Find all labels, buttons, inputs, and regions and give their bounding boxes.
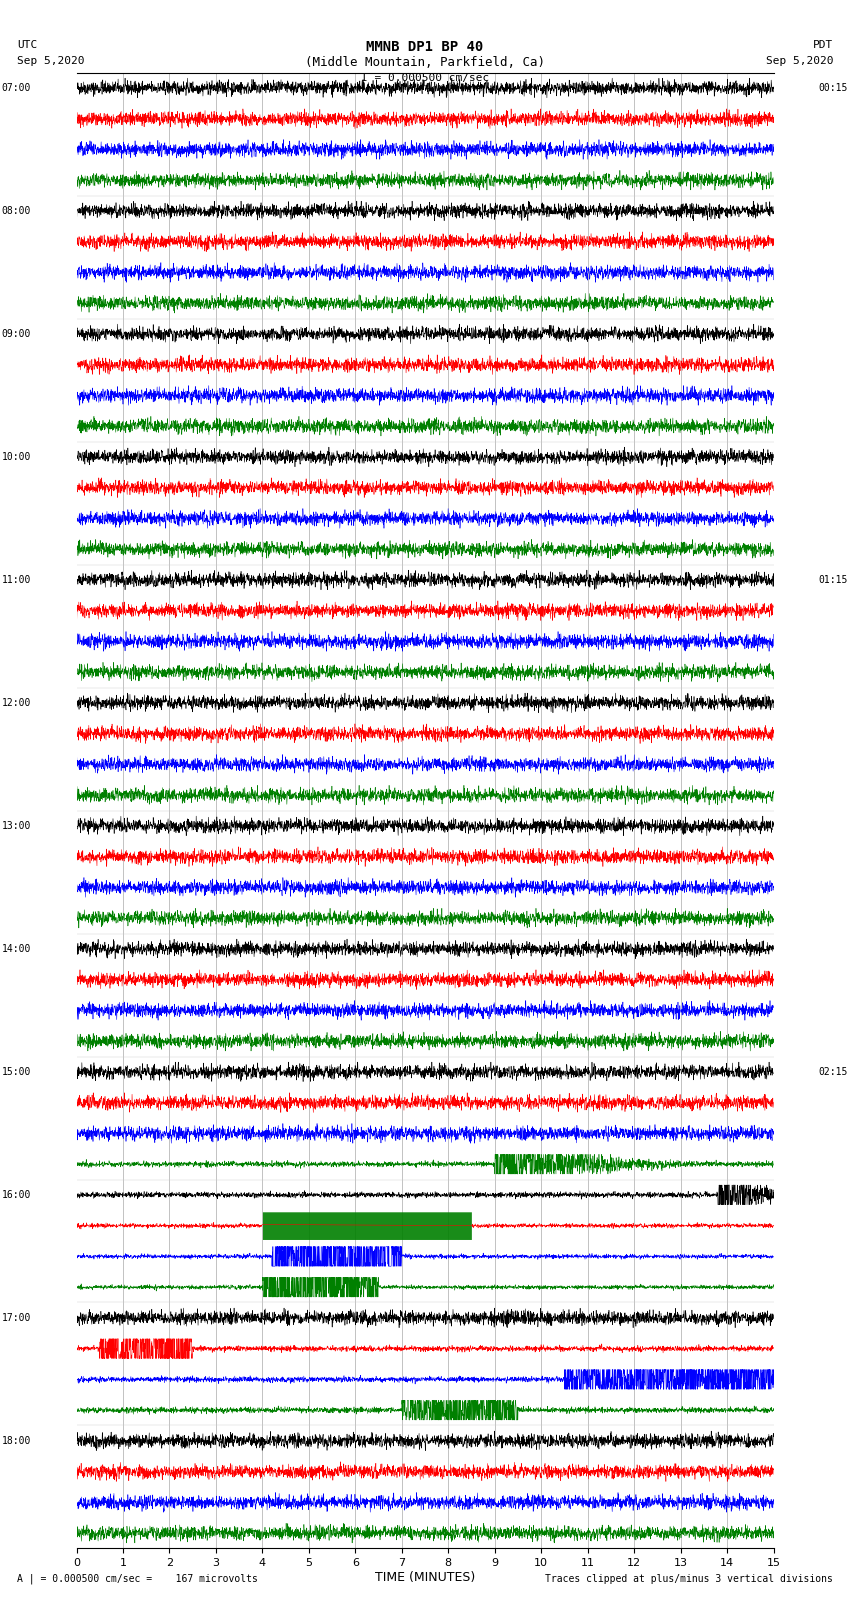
Text: Traces clipped at plus/minus 3 vertical divisions: Traces clipped at plus/minus 3 vertical … xyxy=(545,1574,833,1584)
Text: 02:15: 02:15 xyxy=(819,1066,848,1077)
Text: 12:00: 12:00 xyxy=(2,698,31,708)
Text: 14:00: 14:00 xyxy=(2,944,31,953)
Text: 09:00: 09:00 xyxy=(2,329,31,339)
Text: 11:00: 11:00 xyxy=(2,574,31,586)
Text: 07:00: 07:00 xyxy=(2,82,31,94)
Text: 18:00: 18:00 xyxy=(2,1436,31,1445)
Text: 17:00: 17:00 xyxy=(2,1313,31,1323)
Text: A | = 0.000500 cm/sec =    167 microvolts: A | = 0.000500 cm/sec = 167 microvolts xyxy=(17,1573,258,1584)
Text: MMNB DP1 BP 40: MMNB DP1 BP 40 xyxy=(366,40,484,55)
Text: PDT: PDT xyxy=(813,40,833,50)
Text: 10:00: 10:00 xyxy=(2,452,31,461)
Text: 13:00: 13:00 xyxy=(2,821,31,831)
Text: Sep 5,2020: Sep 5,2020 xyxy=(17,56,84,66)
Text: Sep 5,2020: Sep 5,2020 xyxy=(766,56,833,66)
Text: I = 0.000500 cm/sec: I = 0.000500 cm/sec xyxy=(361,73,489,82)
Text: UTC: UTC xyxy=(17,40,37,50)
Text: 01:15: 01:15 xyxy=(819,574,848,586)
X-axis label: TIME (MINUTES): TIME (MINUTES) xyxy=(375,1571,475,1584)
Text: 08:00: 08:00 xyxy=(2,206,31,216)
Text: 00:15: 00:15 xyxy=(819,82,848,94)
Text: (Middle Mountain, Parkfield, Ca): (Middle Mountain, Parkfield, Ca) xyxy=(305,56,545,69)
Text: 16:00: 16:00 xyxy=(2,1190,31,1200)
Text: 15:00: 15:00 xyxy=(2,1066,31,1077)
